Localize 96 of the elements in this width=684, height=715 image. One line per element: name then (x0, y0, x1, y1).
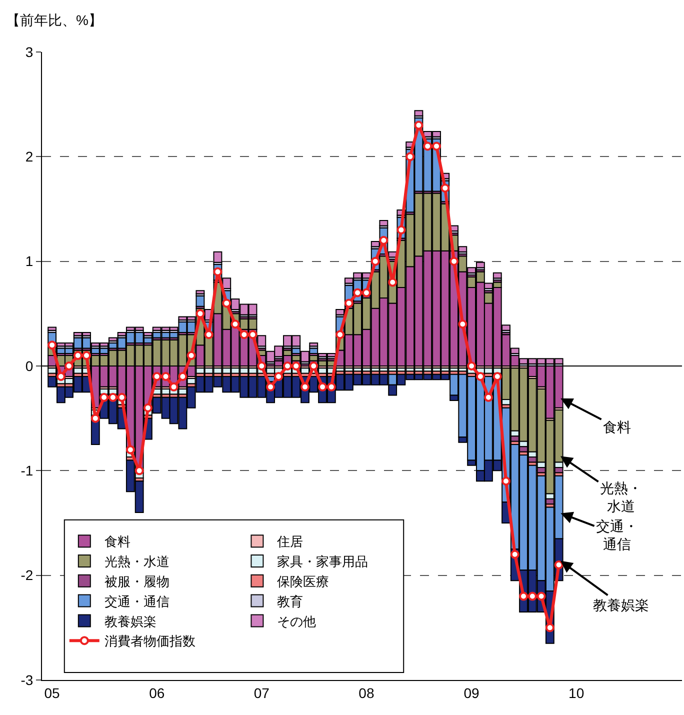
point (117, 392, 126, 402)
point (414, 120, 424, 130)
legend-label: その他 (277, 614, 316, 629)
point (292, 362, 301, 370)
x-tick-label: 10 (568, 684, 584, 701)
point (362, 288, 371, 298)
point (484, 392, 493, 402)
point (186, 351, 196, 360)
bar (196, 290, 205, 294)
point (388, 278, 398, 287)
point (230, 320, 240, 329)
point (274, 372, 284, 381)
bar (196, 295, 205, 307)
point (143, 403, 152, 412)
legend-label: 教養娯楽 (104, 614, 156, 629)
legend-label: 交通・通信 (104, 594, 170, 609)
y-tick-label: -3 (20, 672, 34, 688)
y-tick-label: 1 (25, 253, 34, 270)
legend-label: 住居 (276, 534, 304, 550)
annotation: 食料 (603, 419, 631, 435)
legend-label: 保険医療 (277, 574, 330, 589)
legend-label: 被服・履物 (104, 574, 170, 589)
y-tick-label: 0 (25, 358, 34, 374)
bar (309, 342, 318, 347)
point (406, 152, 415, 162)
point (379, 236, 388, 245)
point (300, 382, 310, 392)
point (90, 414, 100, 423)
legend-label: 食料 (104, 534, 130, 550)
point (204, 330, 214, 340)
point (510, 550, 520, 559)
bar (492, 272, 502, 279)
point (545, 623, 554, 632)
annotation: 教養娯楽 (593, 597, 649, 613)
point (501, 476, 510, 486)
bar (213, 251, 222, 263)
point (423, 142, 432, 151)
legend-label: 教育 (277, 594, 304, 609)
point (64, 362, 74, 370)
bar (379, 220, 388, 226)
x-tick-label: 08 (358, 684, 374, 701)
y-axis-title: 【前年比、%】 (6, 12, 102, 28)
point (240, 330, 249, 340)
point (266, 382, 276, 392)
point (370, 256, 380, 266)
point (161, 372, 170, 381)
x-tick-label: 05 (44, 684, 60, 701)
point (309, 362, 318, 370)
y-tick-label: -1 (20, 462, 34, 479)
point (248, 330, 258, 340)
point (169, 382, 178, 392)
point (432, 142, 442, 151)
point (196, 309, 205, 318)
point (396, 225, 406, 234)
point (134, 466, 144, 476)
point (178, 372, 188, 381)
x-tick-label: 07 (254, 684, 270, 701)
point (440, 184, 450, 193)
point (222, 298, 232, 308)
y-tick-label: -2 (20, 567, 34, 584)
point (353, 288, 362, 298)
bar (48, 326, 57, 331)
point (450, 256, 459, 266)
point (536, 592, 546, 601)
point (336, 330, 345, 340)
y-tick-label: 3 (25, 44, 34, 60)
point (467, 362, 476, 370)
point (554, 560, 564, 570)
point (458, 320, 468, 329)
legend-label: 消費者物価指数 (104, 634, 196, 649)
point (476, 372, 485, 381)
point (257, 362, 266, 370)
bar (414, 110, 424, 116)
legend-label: 光熱・水道 (104, 554, 170, 570)
point (318, 382, 328, 392)
point (73, 351, 82, 360)
point (126, 445, 135, 454)
legend-label: 家具・家事用品 (277, 554, 368, 570)
annotation: 光熱・水道 (600, 480, 642, 514)
point (100, 392, 109, 402)
point (108, 392, 118, 402)
point (56, 372, 66, 381)
point (152, 372, 162, 381)
x-tick-label: 06 (149, 684, 165, 701)
y-tick-label: 2 (25, 148, 34, 165)
point (528, 592, 537, 601)
x-tick-label: 09 (464, 684, 480, 701)
annotation: 交通・通信 (596, 518, 638, 552)
point (519, 592, 528, 601)
point (282, 362, 292, 370)
point (82, 351, 91, 360)
point (344, 298, 354, 308)
point (326, 382, 336, 392)
point (213, 267, 222, 276)
point (492, 372, 502, 381)
point (48, 340, 57, 350)
